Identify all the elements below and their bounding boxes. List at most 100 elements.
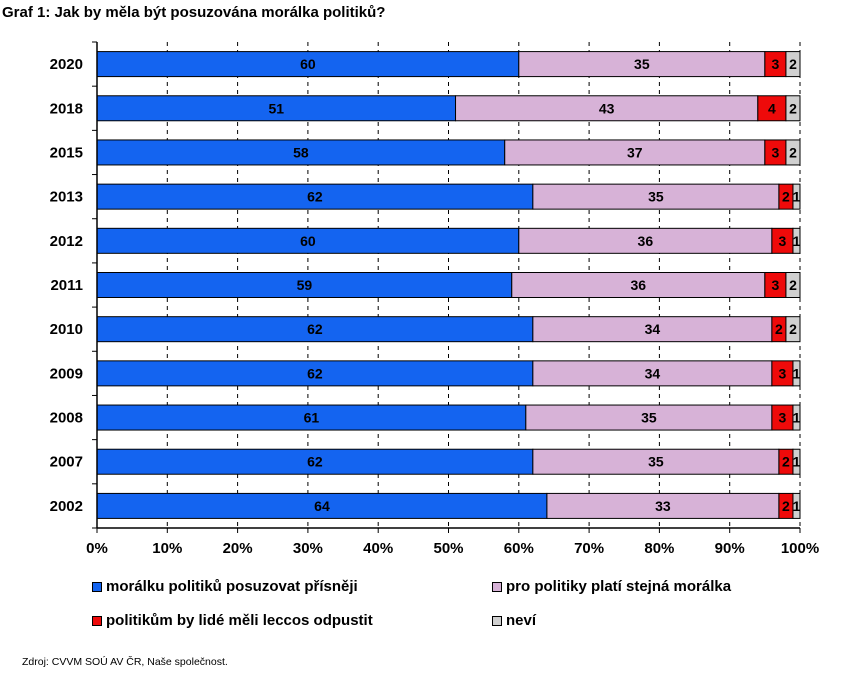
bar-segment bbox=[532, 183, 780, 210]
bar-segment bbox=[504, 139, 766, 166]
data-label: 43 bbox=[599, 100, 615, 116]
legend-swatch bbox=[92, 581, 102, 592]
data-label: 64 bbox=[314, 498, 330, 514]
data-label: 2 bbox=[782, 454, 790, 470]
x-tick-label: 40% bbox=[363, 540, 393, 557]
data-label: 3 bbox=[771, 56, 779, 72]
bar-segment bbox=[96, 227, 520, 254]
legend-label: morálku politiků posuzovat přísněji bbox=[106, 578, 358, 595]
data-label: 2 bbox=[789, 56, 797, 72]
legend-item: pro politiky platí stejná morálka bbox=[492, 578, 731, 595]
legend-swatch bbox=[92, 615, 102, 626]
x-tick-label: 10% bbox=[152, 540, 182, 557]
x-tick-label: 70% bbox=[574, 540, 604, 557]
legend-label: neví bbox=[506, 612, 537, 629]
x-tick-label: 60% bbox=[504, 540, 534, 557]
data-label: 1 bbox=[793, 233, 801, 249]
data-label: 3 bbox=[779, 365, 787, 381]
data-label: 61 bbox=[304, 410, 320, 426]
data-label: 35 bbox=[648, 454, 664, 470]
bar-segment bbox=[792, 360, 801, 387]
source-note: Zdroj: CVVM SOÚ AV ČR, Naše společnost. bbox=[22, 656, 228, 668]
data-label: 2 bbox=[789, 277, 797, 293]
data-label: 62 bbox=[307, 189, 323, 205]
data-label: 4 bbox=[768, 100, 776, 116]
bar-segment bbox=[785, 272, 801, 298]
bar-segment bbox=[546, 492, 780, 519]
bar-segment bbox=[792, 448, 801, 475]
data-label: 2 bbox=[782, 189, 790, 205]
bar-segment bbox=[757, 95, 787, 122]
bar-segment bbox=[792, 227, 801, 254]
x-tick-labels: 0% 10% 20% 30% 40% 50% 60% 70% 80% 90% 100% bbox=[86, 540, 819, 557]
chart-title: Graf 1: Jak by měla být posuzována morál… bbox=[2, 4, 386, 21]
data-label: 60 bbox=[300, 233, 316, 249]
data-label: 3 bbox=[779, 410, 787, 426]
data-label: 3 bbox=[779, 233, 787, 249]
data-label: 60 bbox=[300, 56, 316, 72]
y-tick-label: 2020 bbox=[50, 56, 83, 73]
bar-segment bbox=[96, 272, 513, 298]
bar-segment bbox=[96, 492, 548, 519]
data-label: 1 bbox=[793, 410, 801, 426]
y-tick-label: 2012 bbox=[50, 233, 83, 250]
y-tick-label: 2011 bbox=[50, 277, 83, 294]
data-label: 62 bbox=[307, 454, 323, 470]
data-label: 3 bbox=[771, 277, 779, 293]
data-label: 2 bbox=[789, 144, 797, 160]
bars: 60 35 3 251 43 4 258 37 3 262 35 2 160 36 3 159 36 3 262 34… bbox=[96, 51, 801, 519]
data-label: 62 bbox=[307, 321, 323, 337]
bar-segment bbox=[518, 51, 766, 78]
data-label: 33 bbox=[655, 498, 671, 514]
y-tick-label: 2013 bbox=[50, 189, 83, 206]
legend-item: neví bbox=[492, 612, 536, 629]
data-label: 35 bbox=[641, 410, 657, 426]
x-tick-label: 0% bbox=[86, 540, 108, 557]
bar-segment bbox=[785, 316, 801, 343]
y-tick-label: 2002 bbox=[50, 498, 83, 515]
data-label: 2 bbox=[775, 321, 783, 337]
legend-item: politikům by lidé měli leccos odpustit bbox=[92, 612, 373, 629]
data-label: 1 bbox=[793, 454, 801, 470]
x-tick-label: 20% bbox=[223, 540, 253, 557]
bar-segment bbox=[532, 316, 773, 343]
data-label: 37 bbox=[627, 144, 643, 160]
y-tick-label: 2008 bbox=[50, 410, 83, 427]
data-label: 2 bbox=[782, 498, 790, 514]
axes bbox=[92, 41, 801, 533]
legend-swatch bbox=[492, 615, 502, 626]
x-tick-label: 30% bbox=[293, 540, 323, 557]
x-tick-label: 80% bbox=[644, 540, 674, 557]
bar-segment bbox=[518, 227, 773, 254]
x-tick-label: 50% bbox=[433, 540, 463, 557]
y-tick-labels: 2020 2018 2015 2013 2012 2011 2010 2009 2008 2007… bbox=[50, 56, 83, 515]
data-label: 34 bbox=[645, 365, 661, 381]
bar-segment bbox=[785, 51, 801, 78]
legend-item: morálku politiků posuzovat přísněji bbox=[92, 578, 358, 595]
data-label: 1 bbox=[793, 498, 801, 514]
y-tick-label: 2010 bbox=[50, 321, 83, 338]
data-label: 51 bbox=[268, 100, 284, 116]
bar-segment bbox=[96, 51, 520, 78]
y-tick-label: 2009 bbox=[50, 365, 83, 382]
y-tick-label: 2018 bbox=[50, 100, 83, 117]
data-label: 58 bbox=[293, 144, 309, 160]
data-label: 36 bbox=[631, 277, 647, 293]
bar-segment bbox=[532, 448, 780, 475]
y-tick-label: 2007 bbox=[50, 454, 83, 471]
bar-segment bbox=[792, 492, 801, 519]
legend-label: politikům by lidé měli leccos odpustit bbox=[106, 612, 373, 629]
data-label: 3 bbox=[771, 144, 779, 160]
data-label: 1 bbox=[793, 365, 801, 381]
bar-segment bbox=[792, 183, 801, 210]
data-label: 1 bbox=[793, 189, 801, 205]
data-label: 36 bbox=[638, 233, 654, 249]
data-label: 34 bbox=[645, 321, 661, 337]
data-label: 59 bbox=[297, 277, 313, 293]
bar-segment bbox=[785, 95, 801, 122]
bar-segment bbox=[792, 404, 801, 431]
legend-label: pro politiky platí stejná morálka bbox=[506, 578, 732, 595]
bar-segment bbox=[785, 139, 801, 166]
data-label: 2 bbox=[789, 321, 797, 337]
